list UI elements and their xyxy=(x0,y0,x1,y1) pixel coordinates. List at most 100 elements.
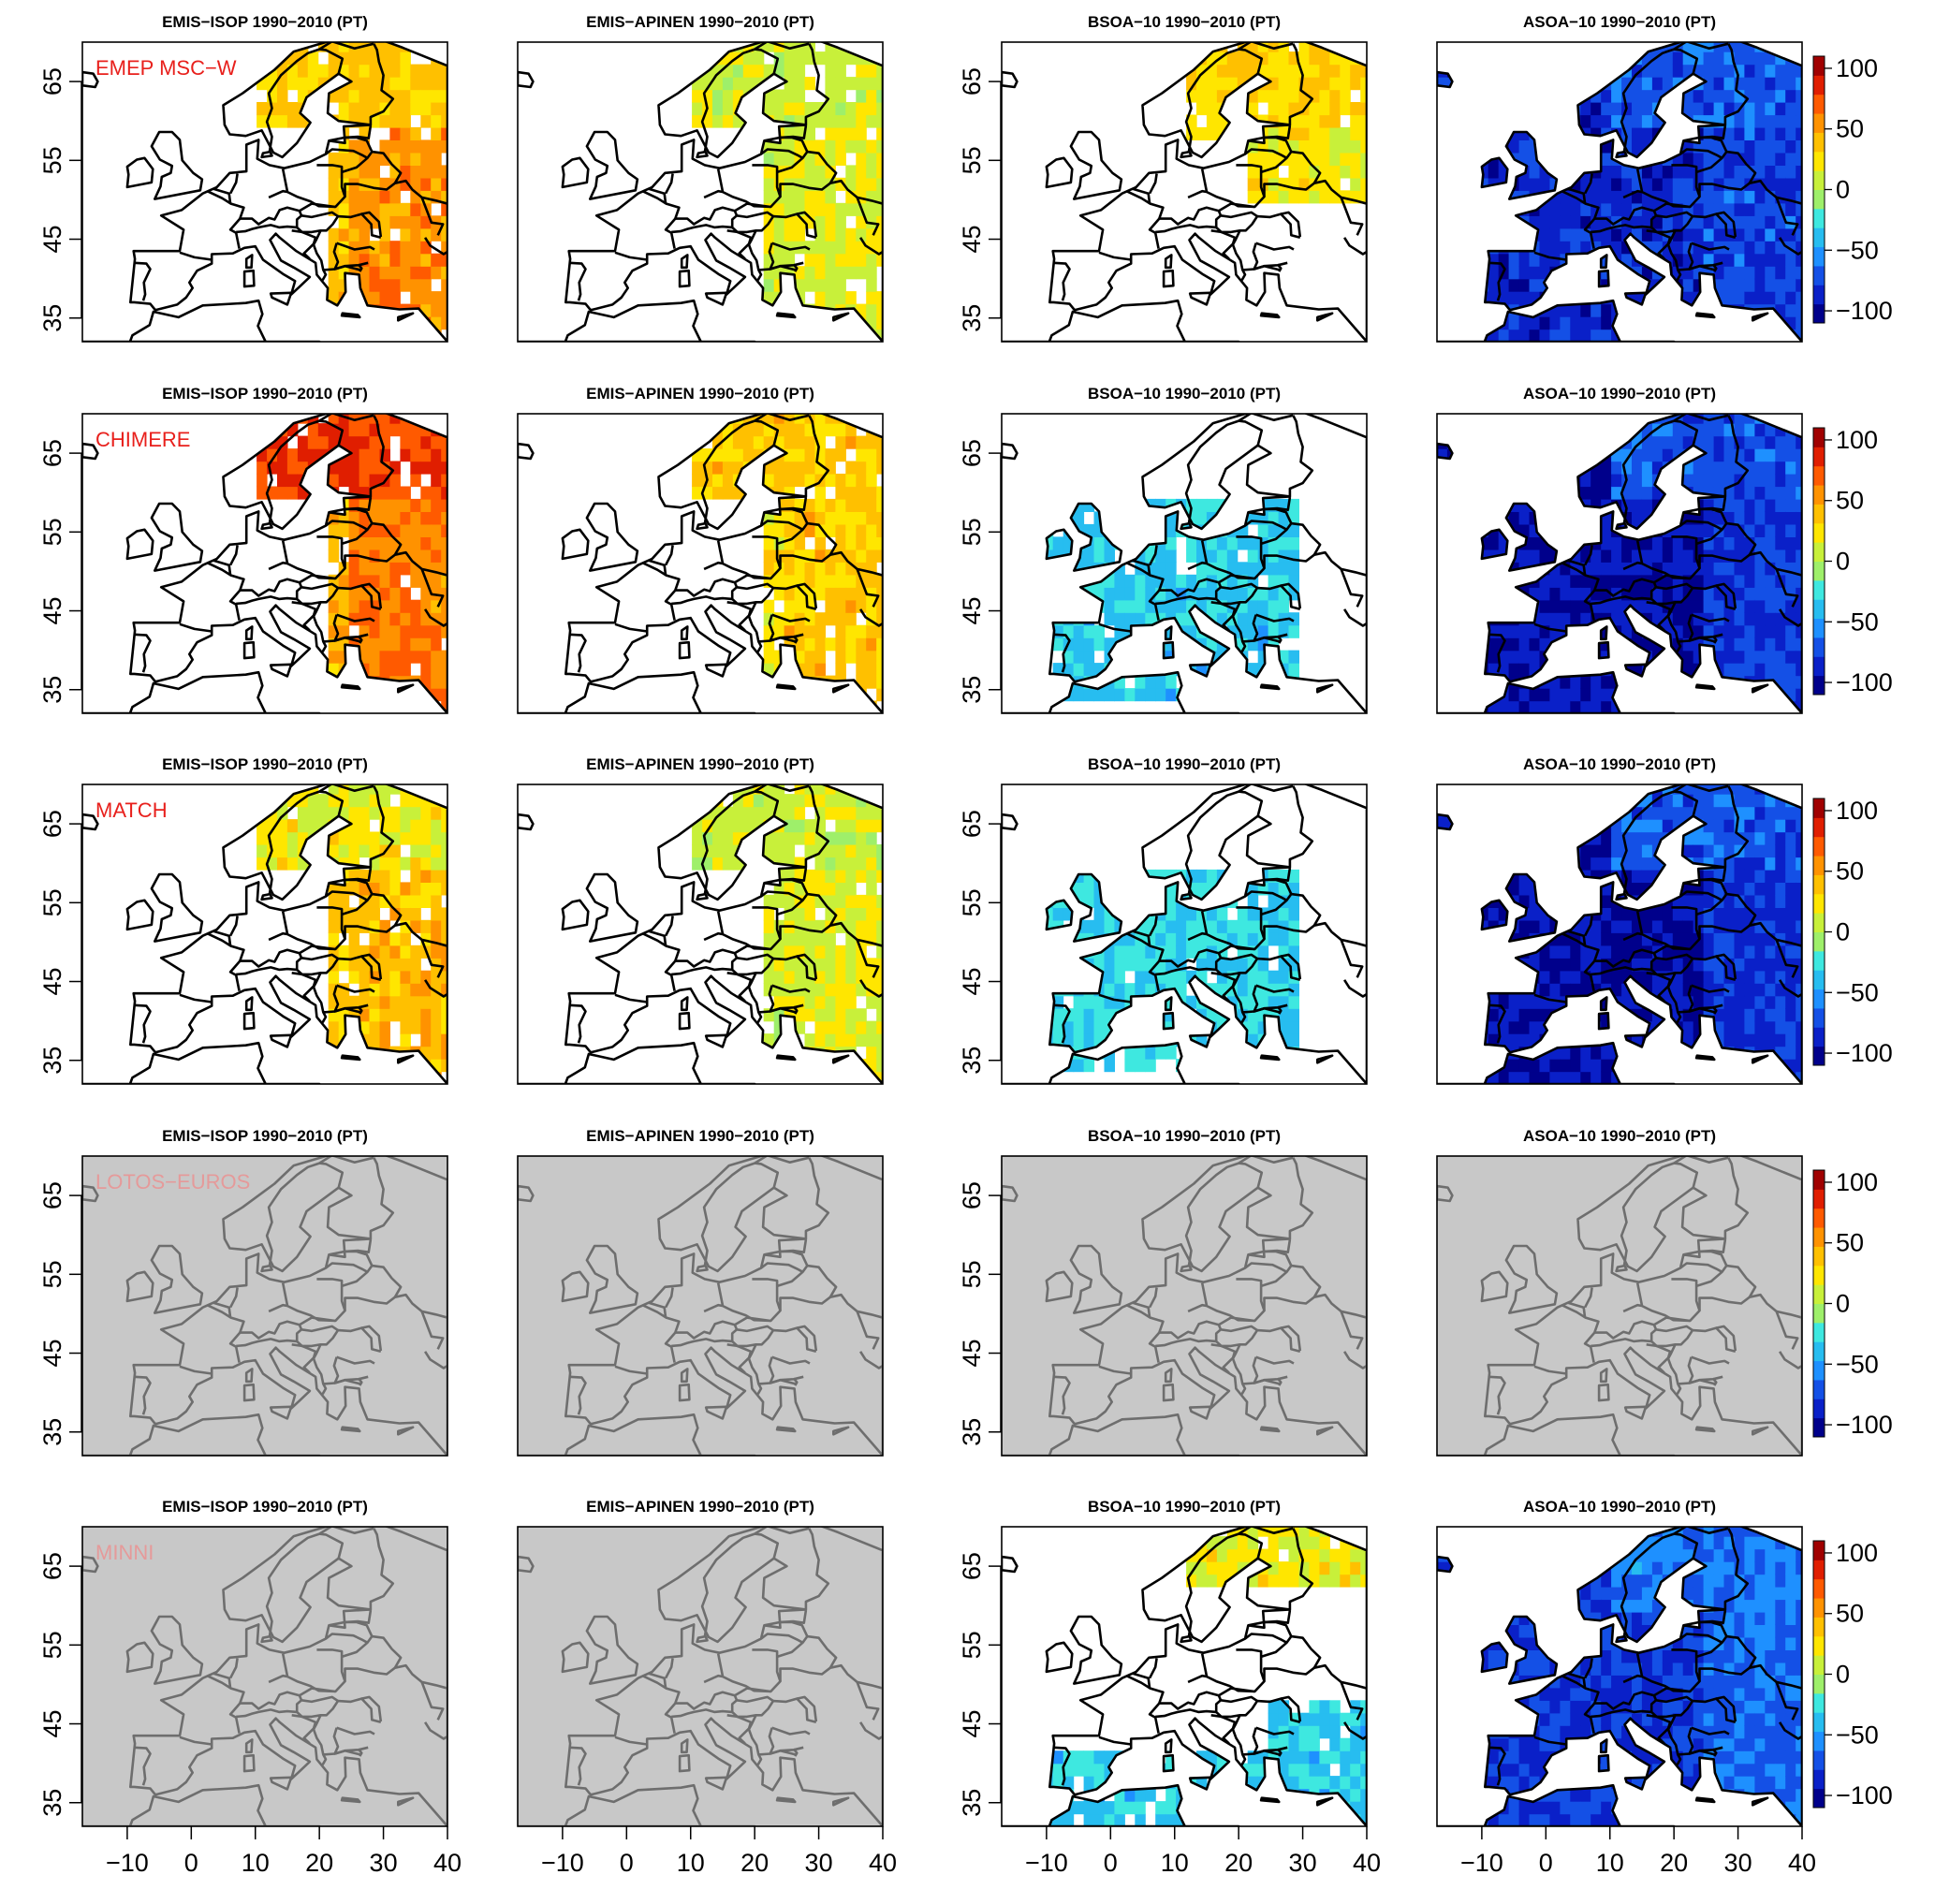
field-cell xyxy=(1785,253,1796,267)
field-cell xyxy=(845,894,857,908)
field-cell xyxy=(692,114,703,128)
field-cell xyxy=(379,599,390,613)
field-cell xyxy=(794,819,806,833)
field-cell xyxy=(1237,51,1249,66)
field-cell xyxy=(763,177,775,191)
panel-title: ASOA−10 1990−2010 (PT) xyxy=(1523,13,1716,31)
field-cell xyxy=(389,882,401,896)
field-cell xyxy=(856,549,867,563)
field-cell xyxy=(1437,536,1448,550)
field-cell xyxy=(1063,536,1075,550)
field-cell xyxy=(1682,423,1694,437)
field-cell xyxy=(400,1020,411,1034)
field-cell xyxy=(1135,612,1146,626)
field-cell xyxy=(1580,688,1591,702)
field-cell xyxy=(845,806,857,820)
field-cell xyxy=(1775,498,1786,512)
field-cell xyxy=(431,316,442,330)
coastline xyxy=(150,872,204,943)
field-cell xyxy=(825,970,836,984)
field-cell xyxy=(328,599,340,613)
field-cell xyxy=(1601,587,1612,601)
field-cell xyxy=(1477,574,1489,588)
field-cell xyxy=(763,574,775,588)
field-cell xyxy=(410,474,421,488)
field-cell xyxy=(1785,498,1796,512)
field-cell xyxy=(1744,89,1755,103)
field-cell xyxy=(420,784,432,795)
field-cell xyxy=(1662,227,1674,242)
field-cell xyxy=(286,423,299,437)
field-cell xyxy=(1042,511,1054,525)
field-cell xyxy=(286,819,299,833)
colorbar-segment xyxy=(1813,56,1825,76)
coastline xyxy=(1002,299,1240,342)
field-cell xyxy=(369,316,380,330)
field-cell xyxy=(1437,423,1448,437)
field-cell xyxy=(732,51,744,66)
field-cell xyxy=(1744,461,1755,475)
field-cell xyxy=(763,461,775,475)
field-cell xyxy=(794,511,806,525)
field-cell xyxy=(1247,536,1259,550)
field-cell xyxy=(1570,423,1581,437)
field-cell xyxy=(359,958,371,972)
field-cell xyxy=(1021,562,1033,576)
country-border xyxy=(291,229,317,260)
field-cell xyxy=(825,523,836,537)
field-cell xyxy=(784,114,796,128)
field-cell xyxy=(1796,474,1802,488)
field-cell xyxy=(1693,474,1705,488)
field-cell xyxy=(1298,126,1310,140)
field-cell xyxy=(1288,688,1299,702)
field-cell xyxy=(1257,650,1269,664)
field-cell xyxy=(1135,650,1146,664)
field-cell xyxy=(1775,511,1786,525)
field-cell xyxy=(1703,461,1715,475)
field-cell xyxy=(359,253,371,267)
field-cell xyxy=(1754,587,1766,601)
field-cell xyxy=(1560,486,1571,500)
field-cell xyxy=(1247,599,1259,613)
field-cell xyxy=(1713,587,1725,601)
field-cell xyxy=(1145,612,1156,626)
country-border xyxy=(1699,125,1727,139)
field-cell xyxy=(431,1008,442,1022)
field-cell xyxy=(400,1033,411,1047)
field-cell xyxy=(1288,51,1299,66)
country-border xyxy=(1635,168,1644,192)
field-cell xyxy=(267,448,278,462)
field-cell xyxy=(1549,114,1561,128)
field-cell xyxy=(1196,562,1208,576)
field-cell xyxy=(1002,983,1013,997)
field-cell xyxy=(1580,624,1591,638)
field-cell xyxy=(1457,329,1469,342)
field-cell xyxy=(1560,523,1571,537)
country-border xyxy=(726,972,753,1003)
field-cell xyxy=(1744,152,1755,166)
field-cell xyxy=(348,688,360,702)
country-border xyxy=(671,948,739,976)
country-border xyxy=(323,1006,361,1014)
country-border xyxy=(1343,608,1367,627)
field-cell xyxy=(379,177,390,191)
coastline xyxy=(518,70,535,89)
field-cell xyxy=(369,523,380,537)
field-cell xyxy=(420,919,432,933)
field-cell xyxy=(876,241,883,255)
field-cell xyxy=(1601,177,1612,191)
country-border xyxy=(357,635,363,644)
field-cell xyxy=(1703,102,1715,116)
field-cell xyxy=(410,536,421,550)
field-cell xyxy=(1796,549,1802,563)
field-cell xyxy=(1145,637,1156,652)
field-cell xyxy=(1621,42,1633,52)
field-cell xyxy=(410,102,421,116)
field-cell xyxy=(856,42,867,52)
field-cell xyxy=(359,624,371,638)
field-cell xyxy=(1104,574,1115,588)
field-cell xyxy=(1765,114,1776,128)
country-border xyxy=(1674,419,1699,447)
field-cell xyxy=(804,266,815,280)
